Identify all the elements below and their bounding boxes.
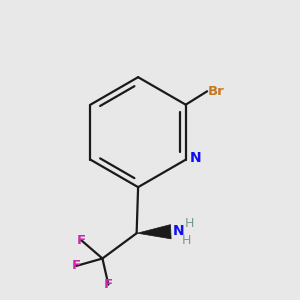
Text: N: N [189,151,201,165]
Text: H: H [185,217,194,230]
Text: N: N [172,224,184,238]
Text: F: F [104,278,113,291]
Text: Br: Br [208,85,224,98]
Text: F: F [76,234,85,247]
Text: F: F [72,260,81,272]
Text: H: H [182,234,191,247]
Polygon shape [137,225,171,239]
